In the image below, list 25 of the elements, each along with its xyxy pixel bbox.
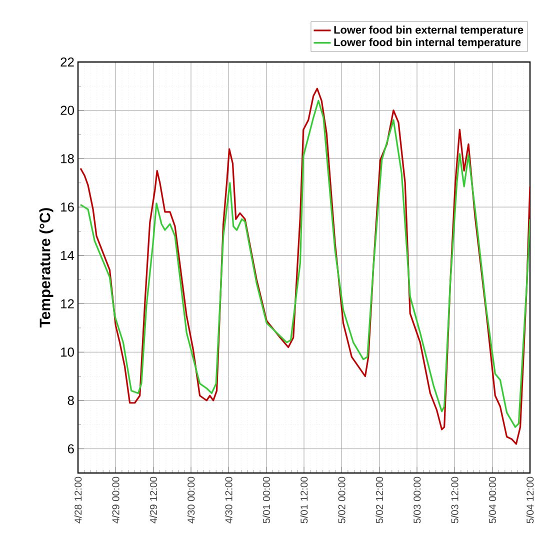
y-tick-label: 16 [61,202,74,212]
legend-label: Lower food bin internal temperature [334,38,521,48]
x-tick-label: 4/30 00:00 [187,476,195,524]
x-tick-label: 5/03 12:00 [451,476,458,524]
y-tick-label: 20 [60,106,74,115]
y-axis-title: Temperature (°C) [39,208,54,328]
y-tick-label: 6 [68,444,74,454]
x-tick-label: 5/02 00:00 [338,476,346,524]
legend-label: Lower food bin external temperature [334,26,524,36]
x-tick-label: 4/30 12:00 [225,476,232,524]
y-tick-label: 14 [61,250,74,260]
x-tick-label: 5/04 12:00 [526,476,534,524]
x-tick-label: 5/01 00:00 [262,476,270,524]
y-tick-label: 18 [61,154,74,164]
y-tick-label: 10 [61,348,74,357]
y-tick-label: 8 [68,396,74,406]
x-tick-label: 5/01 12:00 [300,476,308,524]
x-tick-label: 5/02 12:00 [376,476,383,524]
x-tick-label: 5/03 00:00 [413,476,421,524]
y-tick-label: 22 [60,57,74,67]
x-tick-label: 4/29 12:00 [150,476,157,524]
x-tick-label: 5/04 00:00 [488,476,496,524]
x-tick-label: 4/28 12:00 [74,476,82,524]
x-tick-label: 4/29 00:00 [112,476,120,524]
y-tick-label: 12 [61,299,74,308]
